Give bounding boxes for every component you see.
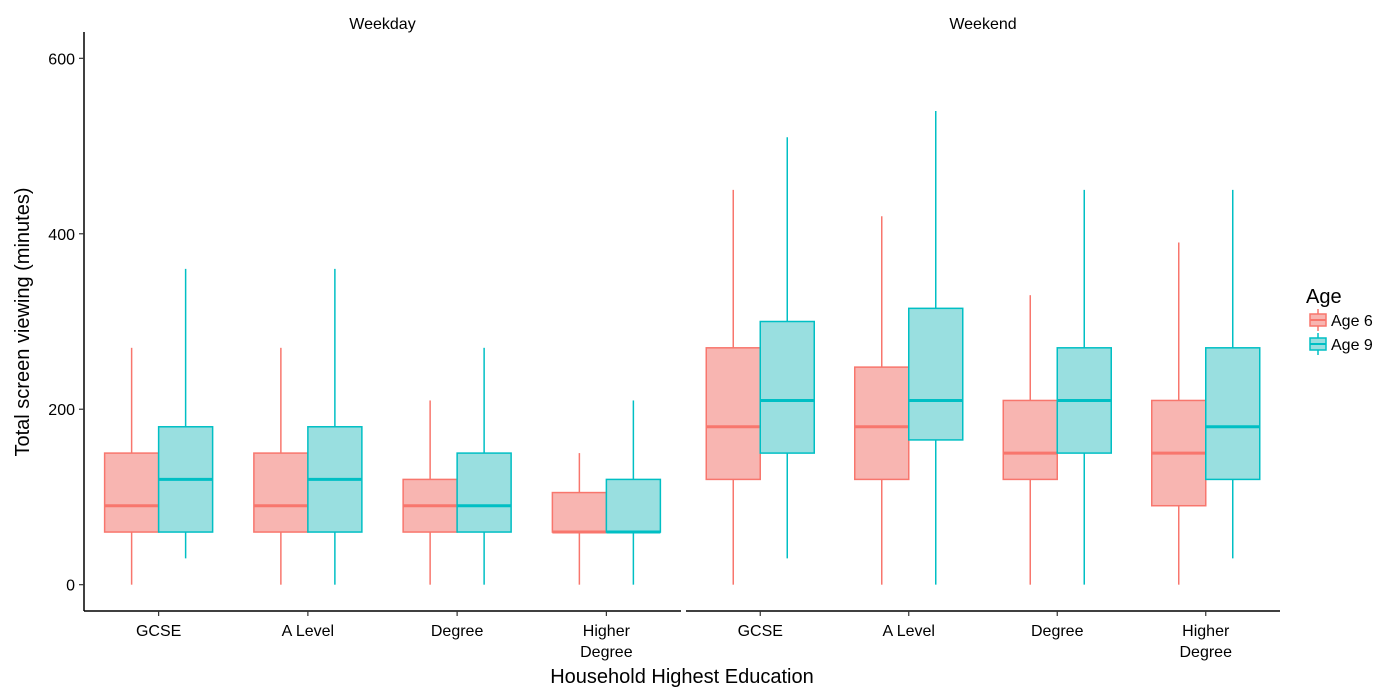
- x-tick-label-1-0: GCSE: [738, 623, 783, 640]
- box-weekday-3-s1-iqr: [605, 478, 662, 533]
- x-tick-label-line: Higher: [1182, 623, 1230, 640]
- x-tick-label-0-1: A Level: [282, 623, 334, 640]
- x-tick-label-line: Degree: [1180, 644, 1233, 661]
- box-weekend-3-s1-iqr: [1205, 347, 1261, 481]
- box-weekend-0-s0-iqr: [705, 347, 761, 481]
- x-tick-label-1-3: Higher Degree: [1180, 623, 1233, 661]
- box-weekday-2-s1-iqr: [456, 452, 512, 533]
- x-tick-label-0-3: Higher Degree: [580, 623, 633, 661]
- axes-layer: [79, 32, 1280, 616]
- box-weekend-1-s0-iqr: [854, 366, 910, 481]
- x-tick-label-line: Higher: [583, 623, 631, 640]
- y-tick-label-200: 200: [48, 402, 75, 419]
- x-tick-label-line: GCSE: [738, 623, 783, 640]
- legend: Age Age 6 Age 9: [1306, 286, 1373, 355]
- x-tick-label-1-1: A Level: [883, 623, 935, 640]
- x-tick-label-line: Degree: [1031, 623, 1084, 640]
- x-tick-label-line: Degree: [580, 644, 633, 661]
- facet-label-weekday: Weekday: [349, 16, 415, 33]
- legend-title: Age: [1306, 286, 1342, 308]
- x-tick-label-line: A Level: [282, 623, 334, 640]
- box-weekend-1-s1-iqr: [908, 307, 964, 441]
- legend-label-0: Age 6: [1331, 313, 1373, 330]
- y-axis-title: Total screen viewing (minutes): [12, 188, 34, 457]
- x-tick-label-line: Degree: [431, 623, 484, 640]
- facet-label-weekend: Weekend: [949, 16, 1016, 33]
- x-tick-label-1-2: Degree: [1031, 623, 1084, 640]
- y-tick-label-400: 400: [48, 227, 75, 244]
- x-tick-label-0-0: GCSE: [136, 623, 181, 640]
- box-weekday-0-s0-iqr: [103, 452, 160, 533]
- x-axis-title: Household Highest Education: [550, 666, 814, 688]
- box-weekday-3-s0-iqr: [551, 491, 608, 533]
- x-tick-label-line: A Level: [883, 623, 935, 640]
- y-tick-label-0: 0: [66, 578, 75, 595]
- legend-label-1: Age 9: [1331, 337, 1373, 354]
- x-tick-label-0-2: Degree: [431, 623, 484, 640]
- label-layer: Weekday GCSE A Level Degree Higher Degree Week…: [48, 16, 1232, 661]
- x-tick-label-line: GCSE: [136, 623, 181, 640]
- box-weekend-0-s1-iqr: [759, 320, 815, 454]
- box-layer: [103, 110, 1261, 585]
- box-weekend-2-s0-iqr: [1002, 399, 1058, 481]
- box-weekday-1-s0-iqr: [253, 452, 309, 533]
- y-tick-label-600: 600: [48, 51, 75, 68]
